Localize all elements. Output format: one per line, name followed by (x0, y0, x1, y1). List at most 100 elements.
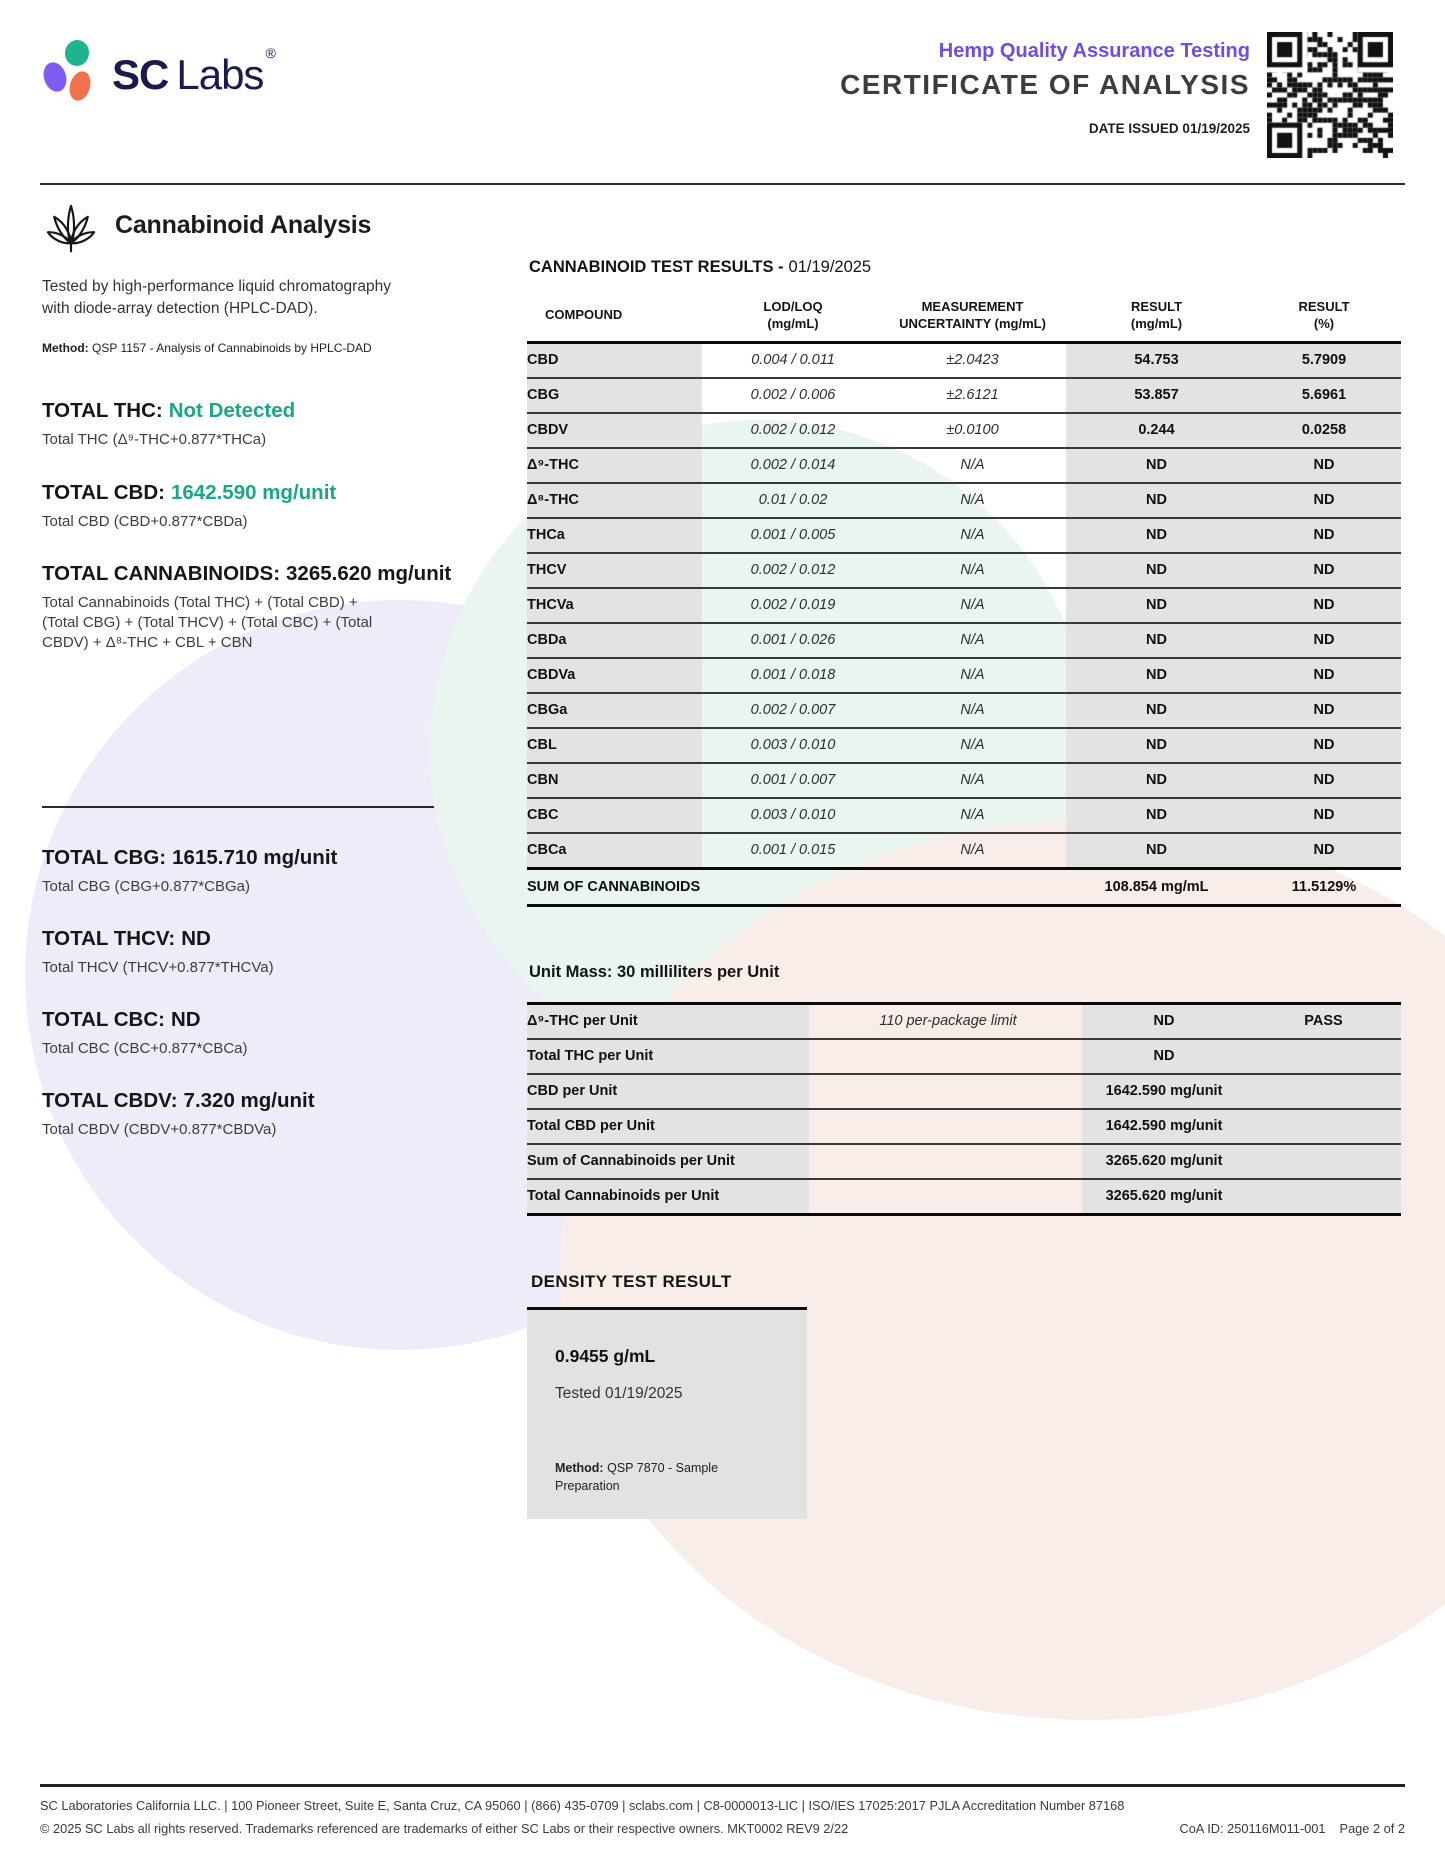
lod-cell: 0.001 / 0.026 (707, 622, 879, 659)
result-mg-cell: ND (1066, 727, 1247, 764)
column-header: LOD/LOQ (mg/mL) (707, 289, 879, 344)
table-row: Total CBD per Unit 1642.590 mg/unit (527, 1108, 1401, 1145)
uncertainty-cell: N/A (879, 657, 1066, 694)
unit-mass-heading: Unit Mass: 30 milliliters per Unit (529, 962, 780, 981)
table-row: THCa 0.001 / 0.005 N/A ND ND (527, 517, 1401, 554)
total-cannabinoids-block: TOTAL CANNABINOIDS: 3265.620 mg/unit Tota… (42, 562, 504, 654)
table-row: CBCa 0.001 / 0.015 N/A ND ND (527, 832, 1401, 870)
table-row: THCVa 0.002 / 0.019 N/A ND ND (527, 587, 1401, 624)
total-label: TOTAL CBG: (42, 845, 167, 869)
sum-result-mg: 108.854 mg/mL (1066, 866, 1247, 907)
total-thc-block: TOTAL THC: Not Detected Total THC (Δ⁹-THC… (42, 399, 504, 450)
total-formula: Total CBDV (CBDV+0.877*CBDVa) (42, 1121, 277, 1139)
footer-copyright: © 2025 SC Labs all rights reserved. Trad… (40, 1821, 849, 1836)
sum-of-cannabinoids-row: SUM OF CANNABINOIDS 108.854 mg/mL 11.512… (527, 866, 1401, 907)
lod-cell: 0.002 / 0.012 (707, 552, 879, 589)
result-pct-cell: ND (1247, 517, 1401, 554)
uncertainty-cell: N/A (879, 692, 1066, 729)
lod-cell: 0.002 / 0.006 (707, 377, 879, 414)
left-panel-divider (42, 805, 434, 808)
lod-cell: 0.01 / 0.02 (707, 482, 879, 519)
method-label: Method: (555, 1460, 604, 1475)
unit-result-cell: ND (1082, 1038, 1246, 1075)
total-value: Not Detected (168, 399, 296, 423)
header-titles: Hemp Quality Assurance Testing CERTIFICA… (840, 40, 1250, 136)
results-heading: CANNABINOID TEST RESULTS -01/19/2025 (529, 258, 1401, 277)
unit-result-cell: ND (1082, 1001, 1246, 1040)
result-mg-cell: ND (1066, 692, 1247, 729)
sum-result-pct: 11.5129% (1247, 866, 1401, 907)
table-row: Total THC per Unit ND (527, 1038, 1401, 1075)
unit-result-cell: 3265.620 mg/unit (1082, 1178, 1246, 1216)
density-value: 0.9455 g/mL (555, 1345, 656, 1366)
uncertainty-cell: N/A (879, 622, 1066, 659)
table-row: CBG 0.002 / 0.006 ±2.6121 53.857 5.6961 (527, 377, 1401, 414)
result-mg-cell: ND (1066, 657, 1247, 694)
uncertainty-cell: N/A (879, 797, 1066, 834)
table-row: CBD per Unit 1642.590 mg/unit (527, 1073, 1401, 1110)
compound-cell: CBG (527, 377, 702, 414)
total-value: 3265.620 mg/unit (286, 561, 452, 585)
document-title: CERTIFICATE OF ANALYSIS (840, 69, 1250, 100)
analysis-description: Tested by high-performance liquid chroma… (42, 278, 391, 317)
total-value: ND (181, 926, 211, 950)
compound-cell: THCVa (527, 587, 702, 624)
compound-cell: THCV (527, 552, 702, 589)
total-cbdv-block: TOTAL CBDV: 7.320 mg/unit Total CBDV (CBD… (42, 1089, 504, 1140)
uncertainty-cell: ±2.6121 (879, 377, 1066, 414)
coa-id: CoA ID: 250116M011-001 (1179, 1821, 1326, 1836)
result-pct-cell: ND (1247, 587, 1401, 624)
compound-cell: CBL (527, 727, 702, 764)
column-header: RESULT (mg/mL) (1066, 289, 1247, 344)
compound-cell: CBDVa (527, 657, 702, 694)
table-row: Δ⁸-THC 0.01 / 0.02 N/A ND ND (527, 482, 1401, 519)
table-row: CBN 0.001 / 0.007 N/A ND ND (527, 762, 1401, 799)
footer-divider (40, 1784, 1405, 1787)
total-formula: Total CBD (CBD+0.877*CBDa) (42, 512, 248, 530)
unit-status-cell (1246, 1038, 1401, 1075)
analysis-method-note: Method: QSP 1157 - Analysis of Cannabino… (42, 341, 412, 355)
table-row: CBDa 0.001 / 0.026 N/A ND ND (527, 622, 1401, 659)
uncertainty-cell: ±2.0423 (879, 342, 1066, 379)
table-row: CBL 0.003 / 0.010 N/A ND ND (527, 727, 1401, 764)
unit-status-cell (1246, 1143, 1401, 1180)
result-pct-cell: ND (1247, 727, 1401, 764)
uncertainty-cell: N/A (879, 552, 1066, 589)
sclabs-logo-mark-icon (42, 38, 98, 111)
page-number: Page 2 of 2 (1339, 1821, 1405, 1836)
lod-cell: 0.001 / 0.015 (707, 832, 879, 870)
compound-cell: Δ⁸-THC (527, 482, 702, 519)
total-formula: Total Cannabinoids (Total THC) + (Total … (42, 593, 373, 652)
footer-lab-info: SC Laboratories California LLC. | 100 Pi… (40, 1798, 1125, 1813)
unit-label-cell: CBD per Unit (527, 1073, 809, 1110)
unit-limit-cell (814, 1178, 1082, 1216)
compound-cell: THCa (527, 517, 702, 554)
result-mg-cell: ND (1066, 517, 1247, 554)
table-row: CBC 0.003 / 0.010 N/A ND ND (527, 797, 1401, 834)
result-pct-cell: ND (1247, 762, 1401, 799)
footer-coa-info: CoA ID: 250116M011-001 Page 2 of 2 (1165, 1821, 1405, 1836)
column-header: COMPOUND (527, 289, 707, 344)
unit-label-cell: Sum of Cannabinoids per Unit (527, 1143, 809, 1180)
cannabis-leaf-icon (42, 196, 100, 254)
program-title: Hemp Quality Assurance Testing (938, 40, 1250, 62)
uncertainty-cell: N/A (879, 762, 1066, 799)
result-mg-cell: ND (1066, 797, 1247, 834)
lod-cell: 0.001 / 0.007 (707, 762, 879, 799)
density-tested-date: Tested 01/19/2025 (555, 1384, 683, 1402)
uncertainty-cell: N/A (879, 482, 1066, 519)
total-value: 7.320 mg/unit (183, 1089, 315, 1113)
total-value: 1642.590 mg/unit (171, 480, 337, 504)
result-pct-cell: ND (1247, 447, 1401, 484)
method-value: QSP 1157 - Analysis of Cannabinoids by H… (92, 341, 372, 356)
total-formula: Total CBG (CBG+0.877*CBGa) (42, 877, 251, 895)
total-cbd-block: TOTAL CBD: 1642.590 mg/unit Total CBD (CB… (42, 481, 504, 532)
unit-mass-table: Δ⁹-THC per Unit 110 per-package limit ND PA… (527, 1001, 1401, 1216)
uncertainty-cell: N/A (879, 517, 1066, 554)
header-divider (40, 183, 1405, 185)
total-label: TOTAL THCV: (42, 926, 176, 950)
qr-code-icon (1267, 32, 1393, 158)
total-formula: Total CBC (CBC+0.877*CBCa) (42, 1040, 248, 1058)
total-cbc-block: TOTAL CBC: ND Total CBC (CBC+0.877*CBCa) (42, 1008, 504, 1059)
compound-cell: CBDV (527, 412, 702, 449)
